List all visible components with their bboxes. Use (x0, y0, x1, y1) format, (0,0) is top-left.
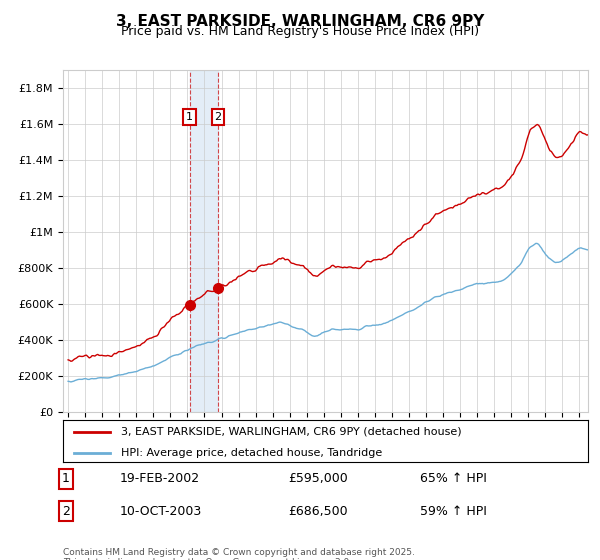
Text: 3, EAST PARKSIDE, WARLINGHAM, CR6 9PY (detached house): 3, EAST PARKSIDE, WARLINGHAM, CR6 9PY (d… (121, 427, 461, 437)
Text: 3, EAST PARKSIDE, WARLINGHAM, CR6 9PY: 3, EAST PARKSIDE, WARLINGHAM, CR6 9PY (116, 14, 484, 29)
Text: 65% ↑ HPI: 65% ↑ HPI (420, 472, 487, 486)
Text: HPI: Average price, detached house, Tandridge: HPI: Average price, detached house, Tand… (121, 448, 382, 458)
Bar (190, 70, 218, 412)
Text: 2: 2 (62, 505, 70, 518)
Text: £595,000: £595,000 (288, 472, 348, 486)
Text: 1: 1 (186, 112, 193, 122)
Text: 59% ↑ HPI: 59% ↑ HPI (420, 505, 487, 518)
Text: 2: 2 (214, 112, 221, 122)
Text: 1: 1 (62, 472, 70, 486)
Text: Contains HM Land Registry data © Crown copyright and database right 2025.
This d: Contains HM Land Registry data © Crown c… (63, 548, 415, 560)
Text: 19-FEB-2002: 19-FEB-2002 (120, 472, 200, 486)
Text: £686,500: £686,500 (288, 505, 347, 518)
Text: Price paid vs. HM Land Registry's House Price Index (HPI): Price paid vs. HM Land Registry's House … (121, 25, 479, 38)
Text: 10-OCT-2003: 10-OCT-2003 (120, 505, 202, 518)
